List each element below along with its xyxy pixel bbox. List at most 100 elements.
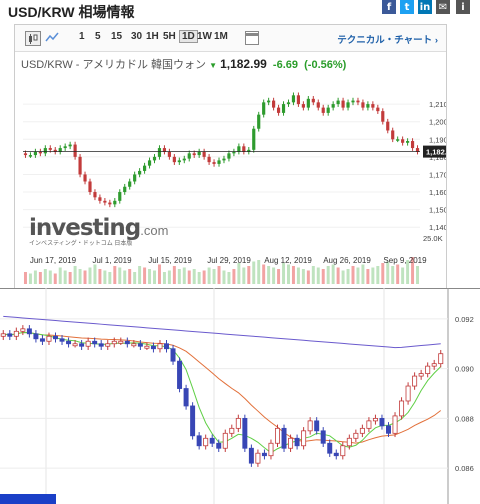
volume-bar bbox=[167, 270, 171, 284]
candle-body bbox=[431, 363, 437, 367]
candle-body bbox=[326, 107, 330, 113]
volume-bar bbox=[272, 267, 276, 284]
volume-bar bbox=[88, 267, 92, 284]
candle-body bbox=[410, 141, 415, 149]
candle-body bbox=[333, 452, 339, 457]
candle-body bbox=[157, 343, 163, 350]
volume-bar bbox=[282, 263, 286, 284]
candle-body bbox=[235, 417, 241, 429]
candle-body bbox=[415, 148, 420, 152]
timeframe-5-button[interactable]: 5 bbox=[95, 31, 101, 42]
volume-bar bbox=[237, 263, 241, 284]
overlay-chart[interactable]: 0.092 0.090 0.088 0.086 bbox=[0, 288, 480, 504]
y-tick-label: 1,190.00 bbox=[429, 135, 446, 144]
candle-body bbox=[396, 139, 400, 141]
technical-chart-link[interactable]: テクニカル・チャート › bbox=[337, 35, 438, 46]
candle-body bbox=[217, 160, 221, 164]
candle-body bbox=[425, 365, 431, 375]
candle-body bbox=[79, 343, 85, 347]
candle-body bbox=[172, 156, 176, 163]
volume-bar bbox=[83, 270, 87, 284]
candle-body bbox=[314, 420, 320, 432]
volume-bar bbox=[277, 269, 281, 284]
candle-body bbox=[164, 343, 169, 350]
candle-body bbox=[286, 102, 291, 105]
candle-body bbox=[162, 148, 167, 152]
candle-body bbox=[113, 200, 117, 205]
info-icon[interactable]: i bbox=[456, 0, 470, 14]
candle-body bbox=[229, 427, 235, 434]
quote-line: USD/KRW - アメリカドル 韓国ウォン ▼ 1,182.99 -6.69 … bbox=[21, 56, 346, 72]
timeframe-1d-button[interactable]: 1D bbox=[179, 30, 198, 43]
volume-bar bbox=[247, 266, 251, 284]
candle-body bbox=[351, 100, 355, 103]
candle-body bbox=[197, 151, 201, 156]
timeframe-1w-button[interactable]: 1W bbox=[197, 31, 212, 42]
candle-body bbox=[133, 174, 137, 182]
volume-bar bbox=[148, 269, 152, 284]
volume-bar bbox=[202, 270, 206, 284]
timeframe-30-button[interactable]: 30 bbox=[131, 31, 143, 42]
candle-body bbox=[83, 174, 87, 182]
candle-body bbox=[247, 149, 251, 152]
volume-bar bbox=[227, 272, 231, 284]
volume-bar bbox=[356, 267, 360, 284]
last-price: 1,182.99 bbox=[220, 57, 267, 71]
candle-body bbox=[152, 156, 157, 161]
linkedin-icon[interactable]: in bbox=[418, 0, 432, 14]
candle-body bbox=[98, 343, 104, 347]
volume-bar bbox=[123, 270, 127, 284]
volume-bar bbox=[73, 266, 77, 284]
timeframe-1h-button[interactable]: 1H bbox=[146, 31, 159, 42]
candle-body bbox=[118, 340, 124, 344]
volume-tick-label: 25.0K bbox=[423, 234, 443, 243]
line-chart-type-icon[interactable] bbox=[45, 31, 59, 44]
email-icon[interactable]: ✉ bbox=[436, 0, 450, 14]
volume-bar bbox=[291, 266, 295, 284]
candle-body bbox=[138, 170, 142, 175]
volume-bar bbox=[128, 269, 132, 284]
volume-bar bbox=[103, 270, 107, 284]
candle-body bbox=[327, 442, 333, 454]
candle-body bbox=[275, 427, 280, 444]
volume-bar bbox=[401, 267, 405, 284]
blue-tab[interactable] bbox=[0, 494, 56, 504]
timeframe-5h-button[interactable]: 5H bbox=[163, 31, 176, 42]
candle-body bbox=[85, 340, 91, 347]
twitter-icon[interactable]: t bbox=[400, 0, 414, 14]
candle-body bbox=[105, 343, 111, 347]
volume-bar bbox=[162, 272, 166, 284]
candle-body bbox=[242, 146, 246, 152]
candle-body bbox=[183, 388, 189, 407]
candle-body bbox=[131, 343, 137, 347]
moving-average-mid bbox=[3, 332, 442, 444]
candle-body bbox=[150, 345, 156, 350]
volume-bar bbox=[411, 257, 415, 284]
candle-body bbox=[73, 144, 77, 157]
candle-body bbox=[111, 340, 117, 345]
y-tick-label: 0.092 bbox=[455, 315, 474, 324]
candle-body bbox=[340, 445, 346, 457]
timeframe-1-button[interactable]: 1 bbox=[79, 31, 85, 42]
logo-suffix: .com bbox=[140, 223, 169, 238]
volume-bar bbox=[371, 267, 375, 284]
current-price-label: 1,182.99 bbox=[426, 148, 446, 157]
candle-body bbox=[321, 107, 325, 113]
moving-average-short bbox=[3, 332, 442, 454]
calendar-icon[interactable] bbox=[245, 31, 259, 45]
candlestick-type-icon[interactable] bbox=[25, 31, 41, 46]
timeframe-15-button[interactable]: 15 bbox=[111, 31, 123, 42]
x-tick-label: Jul 15, 2019 bbox=[148, 256, 192, 265]
volume-bar bbox=[396, 264, 400, 284]
candle-body bbox=[242, 417, 248, 449]
timeframe-1m-button[interactable]: 1M bbox=[214, 31, 228, 42]
volume-bar bbox=[28, 273, 32, 284]
logo-wordmark: investing bbox=[29, 215, 141, 241]
candle-body bbox=[177, 160, 181, 163]
volume-bar bbox=[192, 269, 196, 284]
volume-bar bbox=[306, 270, 310, 284]
facebook-icon[interactable]: f bbox=[382, 0, 396, 14]
candle-body bbox=[88, 181, 92, 193]
price-chart[interactable]: 1,210.001,200.001,190.001,180.001,170.00… bbox=[15, 71, 446, 289]
candle-body bbox=[252, 128, 256, 150]
